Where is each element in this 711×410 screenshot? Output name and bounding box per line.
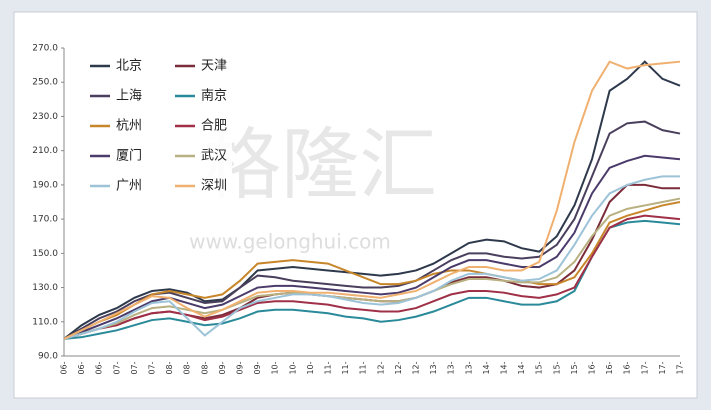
legend-label: 天津 — [201, 59, 227, 74]
y-tick-label: 90.0 — [38, 352, 58, 362]
x-tick-label: 17- — [658, 361, 667, 374]
series-line — [63, 120, 681, 340]
y-tick-label: 230.0 — [32, 112, 58, 122]
legend-label: 武汉 — [201, 149, 227, 164]
x-tick-label: 06- — [95, 361, 104, 374]
x-tick-label: 09- — [218, 361, 227, 374]
legend-label: 厦门 — [116, 149, 142, 164]
y-tick-label: 270.0 — [32, 44, 58, 54]
x-tick-label: 08- — [165, 361, 174, 374]
x-tick-label: 12- — [394, 361, 403, 374]
y-tick-label: 210.0 — [32, 146, 58, 156]
x-tick-label: 16- — [588, 361, 597, 374]
x-tick-label: 13- — [447, 361, 456, 374]
x-tick-label: 15- — [552, 361, 561, 374]
x-tick-label: 10- — [271, 361, 280, 374]
y-tick-label: 250.0 — [32, 78, 58, 88]
legend-label: 南京 — [201, 88, 227, 104]
x-tick-label: 14- — [482, 361, 491, 374]
y-tick-label: 110.0 — [32, 317, 58, 327]
x-tick-label: 13- — [429, 361, 438, 374]
y-tick-label: 130.0 — [32, 283, 58, 293]
x-tick-label: 13- — [464, 361, 473, 374]
series-line — [63, 214, 681, 340]
x-tick-label: 11- — [341, 361, 350, 374]
watermark-url: www.gelonghui.com — [189, 230, 391, 254]
x-tick-label: 11- — [324, 361, 333, 374]
x-tick-label: 15- — [570, 361, 579, 374]
x-tick-label: 12- — [376, 361, 385, 374]
x-tick-label: 16- — [605, 361, 614, 374]
x-tick-label: 07- — [112, 361, 121, 374]
x-tick-label: 16- — [623, 361, 632, 374]
x-tick-label: 07- — [148, 361, 157, 374]
legend-box — [82, 52, 232, 204]
legend-label: 深圳 — [201, 179, 227, 194]
x-tick-label: 06- — [77, 361, 86, 374]
x-tick-label: 15- — [535, 361, 544, 374]
watermark: 格隆汇 — [203, 120, 437, 210]
x-tick-label: 11- — [359, 361, 368, 374]
x-tick-label: 06- — [60, 361, 69, 374]
legend-label: 合肥 — [201, 119, 227, 134]
series-line — [63, 219, 681, 340]
legend-label: 北京 — [116, 59, 142, 74]
x-tick-label: 09- — [253, 361, 262, 374]
x-tick-label: 17- — [676, 361, 685, 374]
x-tick-label: 14- — [517, 361, 526, 374]
y-tick-label: 190.0 — [32, 180, 58, 190]
legend-label: 广州 — [116, 179, 142, 194]
x-tick-label: 12- — [412, 361, 421, 374]
x-tick-label: 17- — [640, 361, 649, 374]
y-tick-label: 170.0 — [32, 215, 58, 225]
x-tick-label: 10- — [288, 361, 297, 374]
x-tick-label: 07- — [130, 361, 139, 374]
x-tick-label: 10- — [306, 361, 315, 374]
series-line — [63, 201, 681, 340]
legend-label: 杭州 — [116, 119, 142, 134]
series-line — [63, 197, 681, 340]
series-line — [63, 60, 681, 340]
x-tick-label: 08- — [183, 361, 192, 374]
y-tick-label: 150.0 — [32, 249, 58, 259]
x-tick-label: 08- — [200, 361, 209, 374]
x-tick-label: 09- — [236, 361, 245, 374]
legend-label: 上海 — [116, 89, 142, 104]
series-line — [63, 60, 681, 340]
x-tick-label: 14- — [500, 361, 509, 374]
series-line — [63, 175, 680, 340]
